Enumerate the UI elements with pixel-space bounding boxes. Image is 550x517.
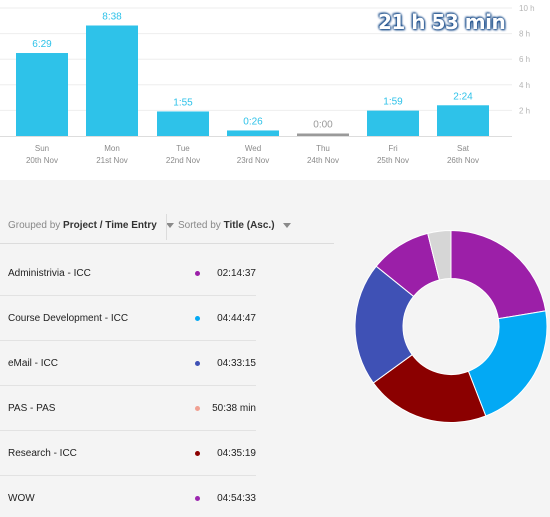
y-tick-label: 6 h	[519, 55, 530, 64]
sort-by-dropdown[interactable]: Sorted by Title (Asc.)	[178, 220, 292, 231]
bar-value-label: 0:26	[243, 116, 263, 127]
y-tick-label: 8 h	[519, 30, 530, 39]
group-by-value: Project / Time Entry	[63, 220, 157, 231]
y-tick-label: 10 h	[519, 4, 535, 13]
sort-by-value: Title (Asc.)	[223, 220, 275, 231]
list-item[interactable]: Course Development - ICC 04:44:47	[0, 296, 256, 341]
x-tick-date-label: 26th Nov	[447, 156, 479, 165]
list-item[interactable]: PAS - PAS 50:38 min	[0, 386, 256, 431]
entry-duration: 50:38 min	[212, 403, 256, 414]
entry-title: Research - ICC	[8, 448, 77, 459]
entry-duration: 04:35:19	[217, 448, 256, 459]
time-entry-panel: Grouped by Project / Time Entry Sorted b…	[0, 180, 550, 517]
bar-value-label: 2:24	[453, 91, 473, 102]
x-tick-label: Mon	[104, 144, 120, 153]
entry-title: Administrivia - ICC	[8, 268, 91, 279]
entry-title: Course Development - ICC	[8, 313, 129, 324]
entry-duration: 02:14:37	[217, 268, 256, 279]
bar-value-label: 0:00	[313, 120, 333, 131]
list-item[interactable]: Research - ICC 04:35:19	[0, 431, 256, 476]
project-color-dot	[195, 451, 200, 456]
bar	[157, 111, 209, 136]
bar	[367, 110, 419, 136]
entry-duration: 04:33:15	[217, 358, 256, 369]
donut-slice	[427, 229, 452, 281]
y-tick-label: 2 h	[519, 106, 530, 115]
project-color-dot	[195, 316, 200, 321]
bar	[227, 130, 279, 136]
project-color-dot	[195, 496, 200, 501]
daily-bar-chart: 2 h 4 h 6 h 8 h 10 h 6:29 Sun 20th Nov 8:38 Mon 21…	[0, 0, 550, 180]
x-tick-date-label: 25th Nov	[377, 156, 409, 165]
chevron-down-icon	[283, 222, 292, 228]
donut-slice	[372, 354, 487, 423]
donut-slice	[354, 265, 415, 384]
entry-title: eMail - ICC	[8, 358, 59, 369]
x-tick-date-label: 21st Nov	[96, 156, 128, 165]
x-tick-date-label: 22nd Nov	[166, 156, 200, 165]
sort-by-prefix: Sorted by	[178, 220, 221, 231]
bar	[86, 25, 138, 136]
entry-title: PAS - PAS	[8, 403, 56, 414]
list-toolbar: Grouped by Project / Time Entry Sorted b…	[0, 210, 334, 244]
bar	[437, 105, 489, 136]
bar-value-label: 8:38	[102, 11, 122, 22]
donut-slice	[450, 229, 547, 320]
x-tick-date-label: 24th Nov	[307, 156, 339, 165]
list-item[interactable]: Administrivia - ICC 02:14:37	[0, 251, 256, 296]
list-item[interactable]: WOW 04:54:33	[0, 476, 256, 517]
x-tick-label: Fri	[388, 144, 398, 153]
x-tick-date-label: 23rd Nov	[237, 156, 269, 165]
project-donut-chart	[354, 229, 548, 423]
x-tick-date-label: 20th Nov	[26, 156, 58, 165]
bar-chart-svg: 2 h 4 h 6 h 8 h 10 h 6:29 Sun 20th Nov 8:38 Mon 21…	[0, 4, 535, 165]
y-tick-label: 4 h	[519, 81, 530, 90]
bar	[297, 133, 349, 136]
x-tick-label: Wed	[245, 144, 261, 153]
project-color-dot	[195, 271, 200, 276]
project-color-dot	[195, 361, 200, 366]
entry-title: WOW	[8, 493, 35, 504]
bar-value-label: 1:59	[383, 97, 403, 108]
bar	[16, 53, 68, 136]
group-by-prefix: Grouped by	[8, 220, 61, 231]
x-tick-label: Sat	[457, 144, 470, 153]
entry-duration: 04:54:33	[217, 493, 256, 504]
x-tick-label: Sun	[35, 144, 49, 153]
project-color-dot	[195, 406, 200, 411]
bar-value-label: 1:55	[173, 97, 193, 108]
donut-slice	[467, 310, 548, 417]
total-time-label: 21 h 53 min	[378, 10, 506, 34]
group-by-dropdown[interactable]: Grouped by Project / Time Entry	[8, 220, 174, 231]
x-tick-label: Thu	[316, 144, 330, 153]
list-item[interactable]: eMail - ICC 04:33:15	[0, 341, 256, 386]
chevron-down-icon	[165, 222, 174, 228]
bar-value-label: 6:29	[32, 39, 52, 50]
entry-duration: 04:44:47	[217, 313, 256, 324]
x-tick-label: Tue	[176, 144, 190, 153]
toolbar-divider	[166, 214, 167, 240]
